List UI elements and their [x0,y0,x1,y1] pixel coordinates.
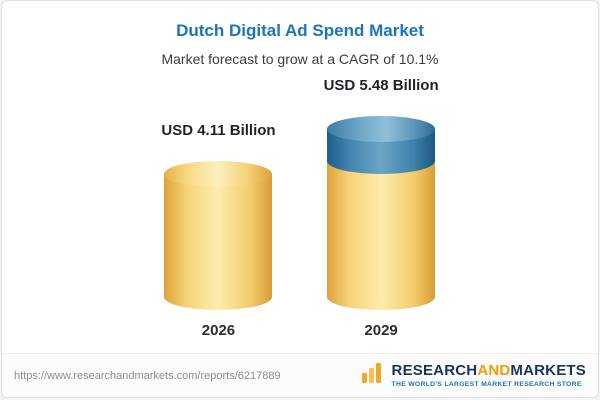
bar-2026-body [164,174,273,310]
bar-group-2026: USD 4.11 Billion 2026 [161,122,275,339]
footer: https://www.researchandmarkets.com/repor… [2,353,598,397]
logo-icon [359,360,385,391]
logo-tagline: THE WORLD'S LARGEST MARKET RESEARCH STOR… [391,380,582,388]
bar-2029 [327,116,436,310]
logo-wordmark: RESEARCHANDMARKETS [392,363,586,379]
company-logo: RESEARCHANDMARKETS THE WORLD'S LARGEST M… [359,360,586,391]
value-label-2026: USD 4.11 Billion [161,122,276,139]
chart-header: Dutch Digital Ad Spend Market Market for… [2,1,598,67]
report-url[interactable]: https://www.researchandmarkets.com/repor… [14,369,281,382]
bar-2026 [164,161,273,310]
year-label-2029: 2029 [364,322,398,339]
logo-word-research: RESEARCH [391,362,478,380]
bar-2029-top-ellipse [327,116,436,142]
logo-word-and: AND [477,362,511,380]
bar-2029-growth-segment [327,116,436,174]
logo-text: RESEARCHANDMARKETS THE WORLD'S LARGEST M… [392,363,586,388]
value-label-2029: USD 5.48 Billion [323,77,439,94]
logo-word-markets: MARKETS [510,362,586,380]
chart-area: USD 4.11 Billion 2026 USD 5.48 Billion 2… [2,77,598,339]
chart-title: Dutch Digital Ad Spend Market [176,21,424,40]
bar-group-2029: USD 5.48 Billion 2029 [324,77,439,339]
chart-subtitle: Market forecast to grow at a CAGR of 10.… [161,51,439,67]
bar-2026-top-ellipse [164,161,273,187]
year-label-2026: 2026 [201,322,236,339]
